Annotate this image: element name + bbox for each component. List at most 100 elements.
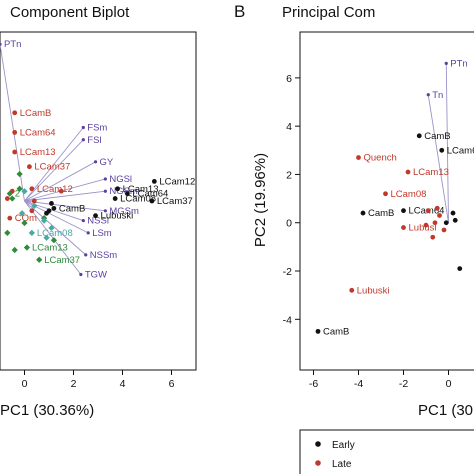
data-point-2 bbox=[125, 191, 130, 197]
data-point-26 bbox=[11, 246, 18, 254]
data-point-label-25: LCam13 bbox=[32, 243, 68, 254]
legend-marker-late bbox=[315, 460, 321, 466]
data-point-label-14: LCam13 bbox=[20, 147, 56, 158]
loading-vector-4 bbox=[24, 178, 106, 202]
data-point-label-21: 2 bbox=[15, 189, 20, 200]
pca-y-ticks: -4 -2 0 2 4 6 bbox=[283, 73, 300, 326]
data-point-29 bbox=[50, 237, 58, 244]
pca-vectors: PTn Tn bbox=[426, 58, 468, 223]
pca-panel: B Principal Com PC2 (19.96%) -4 -2 0 2 4 6 PT… bbox=[234, 2, 474, 474]
data-point-6 bbox=[452, 217, 458, 223]
data-point-36 bbox=[48, 224, 55, 232]
data-point-23 bbox=[16, 185, 23, 192]
data-point-10 bbox=[405, 169, 411, 175]
loading-vector-tip-6 bbox=[103, 209, 107, 213]
data-point-0 bbox=[416, 133, 422, 139]
legend-marker-early bbox=[315, 441, 321, 447]
loading-vector-6 bbox=[24, 200, 106, 212]
loading-vector-label-3: GY bbox=[100, 157, 114, 168]
pca-title: Principal Com bbox=[282, 4, 375, 21]
data-point-28 bbox=[21, 219, 28, 227]
biplot-x-axis-label: PC1 (30.36%) bbox=[0, 402, 94, 419]
data-point-1 bbox=[149, 198, 155, 204]
data-point-label-13: Lubuski bbox=[357, 285, 390, 296]
loading-vector-tip-4 bbox=[103, 177, 107, 181]
data-point-25 bbox=[23, 244, 31, 251]
data-point-label-11: LCam08 bbox=[391, 189, 427, 200]
loading-vector-tip-5 bbox=[103, 189, 107, 193]
biplot-title: Component Biplot bbox=[10, 4, 130, 21]
loading-vector-9 bbox=[24, 200, 87, 256]
data-point-label-11: LCam12 bbox=[37, 184, 73, 195]
pca-y-axis-label: PC2 (19.96%) bbox=[252, 153, 269, 247]
data-point-17 bbox=[441, 227, 447, 233]
data-point-label-1: CamB bbox=[368, 208, 394, 219]
data-point-1 bbox=[360, 210, 366, 216]
y-tick-label-5: 6 bbox=[286, 73, 292, 85]
biplot-x-ticks: 0 2 4 6 bbox=[22, 370, 175, 390]
loading-vector-tip-7 bbox=[81, 218, 85, 223]
data-point-20 bbox=[58, 188, 64, 194]
data-point-15 bbox=[29, 208, 35, 214]
loading-vector-1 bbox=[427, 94, 449, 223]
data-point-10 bbox=[27, 164, 32, 170]
data-point-16 bbox=[432, 220, 438, 226]
loading-vector-label-10: TGW bbox=[85, 269, 107, 280]
loading-vector-label-7: NSSl bbox=[87, 216, 109, 227]
loading-vector-tip-9 bbox=[84, 253, 88, 257]
data-point-19 bbox=[4, 196, 10, 201]
data-point-label-13: LCam64 bbox=[20, 127, 56, 138]
data-point-label-16: COm bbox=[15, 213, 37, 224]
x-tick-label-1: -4 bbox=[354, 378, 363, 390]
loading-vector-0 bbox=[0, 44, 25, 202]
data-point-label-10: LCam37 bbox=[34, 162, 70, 173]
loading-vector-3 bbox=[24, 161, 96, 202]
data-point-9 bbox=[356, 155, 361, 160]
data-point-17 bbox=[31, 198, 37, 204]
loading-vector-tip-0 bbox=[444, 61, 448, 65]
data-point-15 bbox=[437, 213, 442, 218]
loading-vector-label-1: Tn bbox=[432, 90, 443, 101]
x-tick-label-3: 6 bbox=[169, 378, 175, 390]
data-point-4 bbox=[112, 196, 118, 201]
data-point-16 bbox=[7, 215, 13, 221]
data-point-label-24: LCam37 bbox=[44, 255, 80, 266]
y-tick-label-2: 0 bbox=[286, 218, 292, 230]
data-point-5 bbox=[93, 213, 98, 219]
data-point-19 bbox=[430, 234, 436, 240]
data-point-11 bbox=[383, 191, 388, 197]
data-point-8 bbox=[443, 220, 449, 226]
data-point-5 bbox=[450, 210, 456, 216]
data-point-33 bbox=[31, 202, 38, 210]
data-point-label-12: Lubusl bbox=[409, 223, 437, 234]
loading-vector-tip-1 bbox=[426, 93, 430, 97]
data-point-27 bbox=[4, 229, 11, 236]
data-point-9 bbox=[44, 210, 49, 216]
data-point-20 bbox=[423, 222, 429, 228]
data-point-label-9: Quench bbox=[364, 153, 397, 164]
pca-legend: Early Late bbox=[299, 429, 474, 474]
x-tick-label-2: 4 bbox=[120, 378, 126, 390]
data-point-13 bbox=[12, 130, 18, 135]
data-point-3 bbox=[115, 186, 120, 192]
loading-vector-label-8: LSm bbox=[92, 228, 112, 239]
data-point-label-6: CamB bbox=[59, 203, 85, 214]
pca-x-axis-label: PC1 (30 bbox=[418, 402, 473, 419]
biplot-points: LCam12LCam37LCam64LCam13LCam08LubuskiCam… bbox=[4, 108, 195, 266]
data-point-4 bbox=[315, 328, 321, 334]
pca-points: CamBCamBLCam64LCam6CamBQuenchLCam13LCam0… bbox=[315, 131, 474, 337]
loading-vector-label-2: FSl bbox=[87, 135, 101, 146]
loading-vector-tip-8 bbox=[86, 231, 90, 235]
loading-vector-label-4: NGSl bbox=[109, 174, 132, 185]
loading-vector-tip-3 bbox=[93, 160, 98, 164]
data-point-30 bbox=[16, 170, 23, 178]
data-point-14 bbox=[12, 149, 18, 155]
data-point-label-4: LCam08 bbox=[120, 194, 156, 205]
data-point-label-3: LCam6 bbox=[447, 145, 474, 156]
x-tick-label-0: -6 bbox=[309, 378, 318, 390]
loading-vector-5 bbox=[24, 190, 106, 202]
pca-x-ticks: -6 -4 -2 0 bbox=[309, 370, 452, 390]
y-tick-label-0: -4 bbox=[283, 314, 292, 326]
